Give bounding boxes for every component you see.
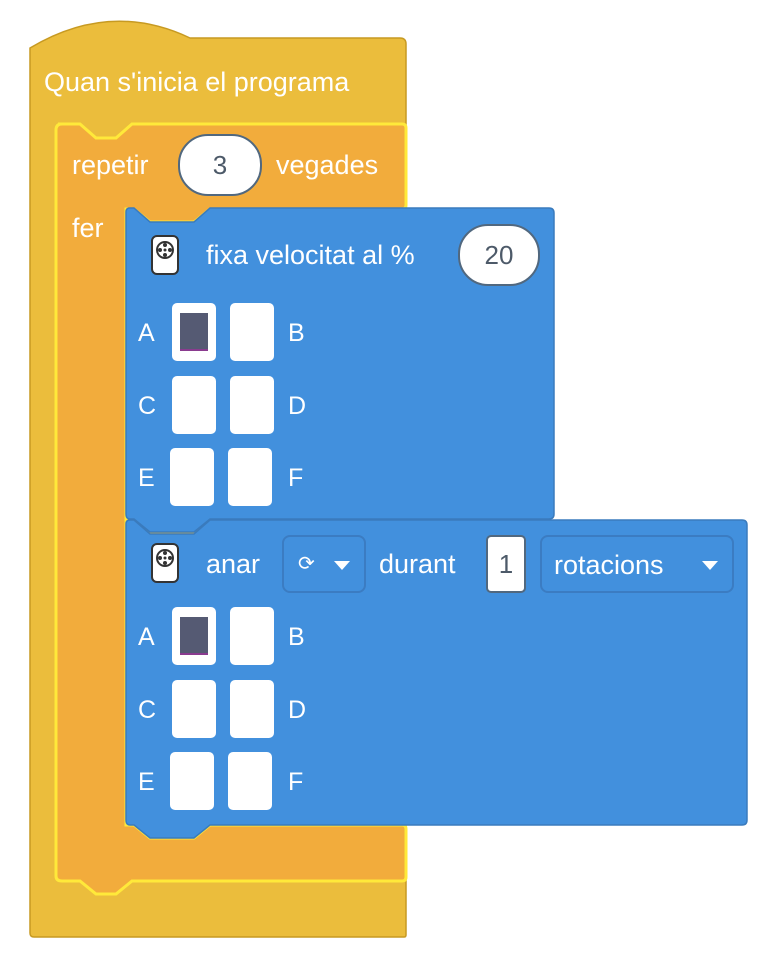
clockwise-icon: ⟳ bbox=[298, 553, 315, 575]
hat-block-label: Quan s'inicia el programa bbox=[44, 67, 350, 97]
port-c-toggle[interactable] bbox=[172, 376, 216, 434]
port-selected-indicator bbox=[180, 617, 208, 655]
port-a-toggle[interactable] bbox=[172, 303, 216, 361]
duration-value-input[interactable]: 1 bbox=[486, 535, 526, 593]
run-label: anar bbox=[206, 549, 261, 579]
port-a-toggle[interactable] bbox=[172, 607, 216, 665]
chevron-down-icon bbox=[334, 561, 350, 570]
motor-icon bbox=[151, 235, 179, 275]
speed-value-input[interactable]: 20 bbox=[458, 224, 540, 286]
port-label: C bbox=[138, 696, 157, 724]
motor-icon bbox=[151, 543, 179, 583]
port-f-toggle[interactable] bbox=[228, 448, 272, 506]
port-label: D bbox=[288, 392, 307, 420]
port-c-toggle[interactable] bbox=[172, 680, 216, 738]
port-label: E bbox=[138, 464, 155, 492]
port-label: D bbox=[288, 696, 307, 724]
repeat-count-input[interactable]: 3 bbox=[178, 134, 262, 196]
unit-dropdown[interactable]: rotacions bbox=[540, 535, 734, 593]
port-label: B bbox=[288, 319, 305, 347]
port-label: A bbox=[138, 319, 155, 347]
port-e-toggle[interactable] bbox=[170, 752, 214, 810]
port-e-toggle[interactable] bbox=[170, 448, 214, 506]
repeat-do-label: fer bbox=[72, 213, 104, 243]
port-label: F bbox=[288, 768, 304, 796]
repeat-times-label: vegades bbox=[276, 150, 379, 180]
port-label: F bbox=[288, 464, 304, 492]
port-label: C bbox=[138, 392, 157, 420]
port-d-toggle[interactable] bbox=[230, 680, 274, 738]
duration-label: durant bbox=[379, 549, 456, 579]
direction-dropdown[interactable]: ⟳ bbox=[282, 535, 366, 593]
port-label: A bbox=[138, 623, 155, 651]
speed-label: fixa velocitat al % bbox=[206, 240, 415, 270]
port-label: E bbox=[138, 768, 155, 796]
repeat-label: repetir bbox=[72, 150, 149, 180]
run-block-shape[interactable] bbox=[125, 519, 748, 839]
unit-dropdown-value: rotacions bbox=[554, 550, 664, 580]
port-label: B bbox=[288, 623, 305, 651]
port-f-toggle[interactable] bbox=[228, 752, 272, 810]
port-b-toggle[interactable] bbox=[230, 303, 274, 361]
port-d-toggle[interactable] bbox=[230, 376, 274, 434]
port-selected-indicator bbox=[180, 313, 208, 351]
port-b-toggle[interactable] bbox=[230, 607, 274, 665]
chevron-down-icon bbox=[702, 561, 718, 570]
